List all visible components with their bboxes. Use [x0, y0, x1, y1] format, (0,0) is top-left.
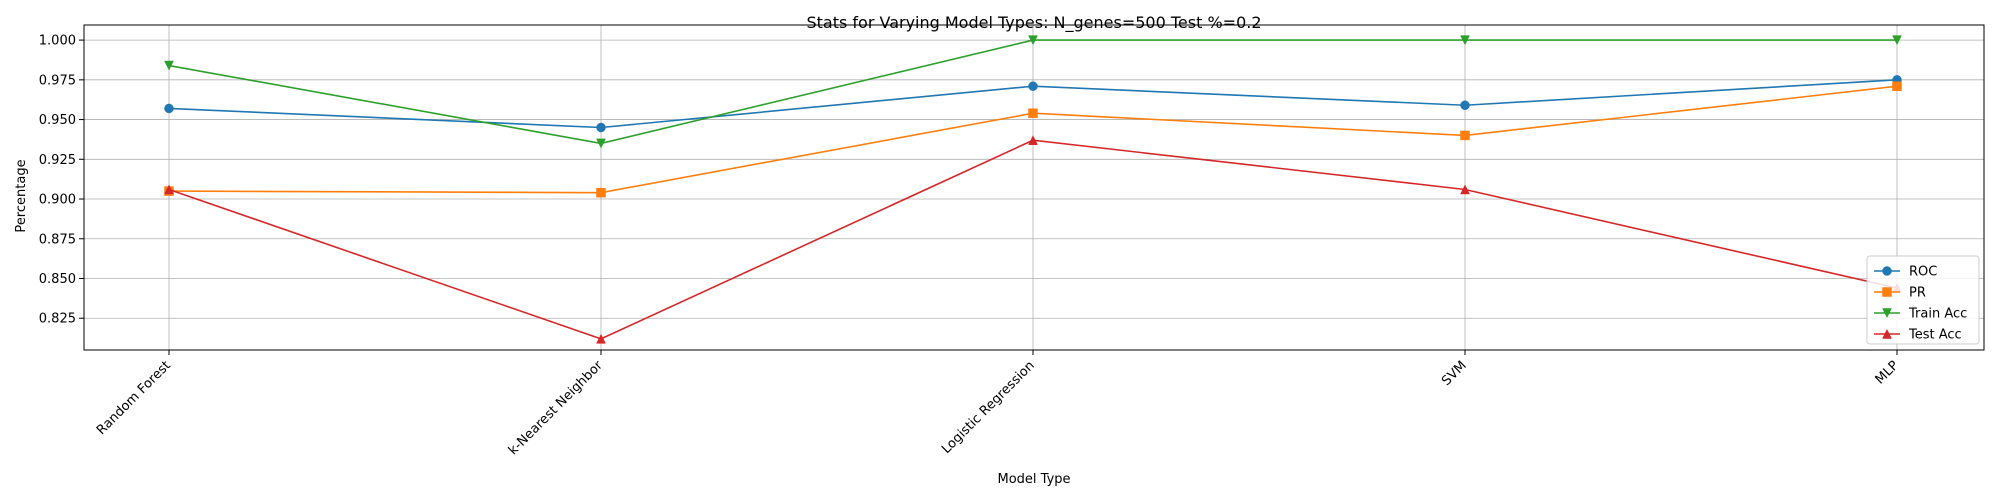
x-tick-label: MLP — [1873, 358, 1902, 387]
data-point-pr — [1892, 81, 1902, 91]
data-point-train-acc — [164, 60, 174, 71]
data-point-test-acc — [164, 184, 174, 195]
y-tick-label: 0.875 — [39, 232, 76, 247]
y-tick-label: 1.000 — [39, 34, 76, 49]
x-axis: Random Forest k-Nearest Neighbor Logistic … — [94, 350, 1902, 458]
series-train-acc — [164, 35, 1902, 149]
legend-label: Test Acc — [1908, 328, 1962, 343]
data-point-roc — [164, 103, 174, 114]
data-point-train-acc — [1460, 35, 1470, 46]
legend-swatch-marker — [1882, 266, 1892, 276]
legend: ROC PR Train Acc Test Acc — [1866, 255, 1980, 345]
grid — [84, 25, 1984, 350]
data-point-pr — [1460, 130, 1470, 141]
legend-swatch-marker — [1882, 287, 1892, 297]
x-tick-label: Random Forest — [94, 358, 174, 438]
y-tick-label: 0.925 — [39, 153, 76, 168]
data-point-roc — [596, 122, 606, 133]
legend-label: PR — [1909, 286, 1926, 301]
legend-swatch-marker — [1882, 308, 1892, 319]
x-axis-label: Model Type — [997, 472, 1070, 487]
y-tick-label: 0.975 — [39, 73, 76, 88]
data-point-train-acc — [596, 138, 606, 149]
y-tick-label: 0.950 — [39, 113, 76, 128]
y-tick-label: 0.850 — [39, 272, 76, 287]
data-point-pr — [596, 187, 606, 198]
y-axis: 0.825 0.850 0.875 0.900 0.925 0.950 0.975 1.000 — [39, 34, 84, 327]
legend-item-roc: ROC — [1874, 265, 1937, 280]
x-tick-label: k-Nearest Neighbor — [506, 358, 606, 458]
data-point-roc — [1460, 100, 1470, 111]
legend-swatch-marker — [1882, 328, 1892, 339]
data-point-train-acc — [1892, 35, 1902, 46]
y-axis-label: Percentage — [14, 159, 29, 232]
legend-label: ROC — [1909, 265, 1937, 280]
series-layer — [164, 35, 1902, 344]
legend-box — [1866, 255, 1980, 345]
series-roc — [164, 75, 1902, 133]
y-tick-label: 0.825 — [39, 312, 76, 327]
data-point-test-acc — [1460, 184, 1470, 195]
legend-item-test-acc: Test Acc — [1874, 328, 1962, 343]
data-point-test-acc — [596, 333, 606, 344]
data-point-test-acc — [1028, 135, 1038, 145]
chart-title: Stats for Varying Model Types: N_genes=5… — [806, 13, 1261, 33]
data-point-pr — [1028, 108, 1038, 118]
x-tick-label: Logistic Regression — [939, 358, 1038, 457]
x-tick-label: SVM — [1439, 358, 1470, 389]
data-point-train-acc — [1028, 35, 1038, 46]
legend-item-train-acc: Train Acc — [1874, 307, 1967, 322]
y-tick-label: 0.900 — [39, 193, 76, 208]
legend-item-pr: PR — [1874, 286, 1926, 301]
data-point-roc — [1028, 81, 1038, 91]
plot-frame — [83, 24, 1985, 351]
legend-label: Train Acc — [1908, 307, 1967, 322]
